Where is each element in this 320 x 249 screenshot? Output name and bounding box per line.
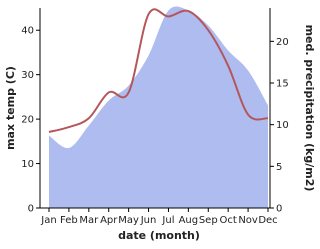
y2-tick-label: 10 <box>276 120 289 131</box>
y-tick-label: 30 <box>21 70 34 81</box>
x-axis-label: date (month) <box>118 229 200 242</box>
y2-tick-label: 20 <box>276 37 289 48</box>
y-tick-label: 0 <box>28 204 34 215</box>
x-tick-label: Oct <box>220 215 237 226</box>
x-tick-label: Feb <box>60 215 78 226</box>
x-tick-label: Aug <box>179 215 199 226</box>
x-tick-label: Jul <box>161 215 174 226</box>
y-axis-label: max temp (C) <box>4 66 17 150</box>
x-tick-label: Dec <box>258 215 277 226</box>
y2-tick-label: 15 <box>276 79 289 90</box>
chart: date (month) max temp (C) med. precipita… <box>4 6 316 242</box>
temp-line <box>48 8 269 133</box>
x-tick-label: May <box>118 215 139 226</box>
x-tick-label: Jun <box>140 215 157 226</box>
x-tick-label: Sep <box>199 215 218 226</box>
y-tick-label: 20 <box>21 115 34 126</box>
x-tick-label: Jan <box>40 215 56 226</box>
y-tick-label: 40 <box>21 26 34 37</box>
x-tick-label: Apr <box>100 215 118 226</box>
y2-axis-label: med. precipitation (kg/m2) <box>303 25 316 192</box>
x-tick-label: Mar <box>79 215 99 226</box>
y2-tick-label: 5 <box>276 162 282 173</box>
y2-tick-label: 0 <box>276 204 282 215</box>
x-tick-label: Nov <box>238 215 258 226</box>
precipitation-area <box>49 6 268 209</box>
y-tick-label: 10 <box>21 159 34 170</box>
